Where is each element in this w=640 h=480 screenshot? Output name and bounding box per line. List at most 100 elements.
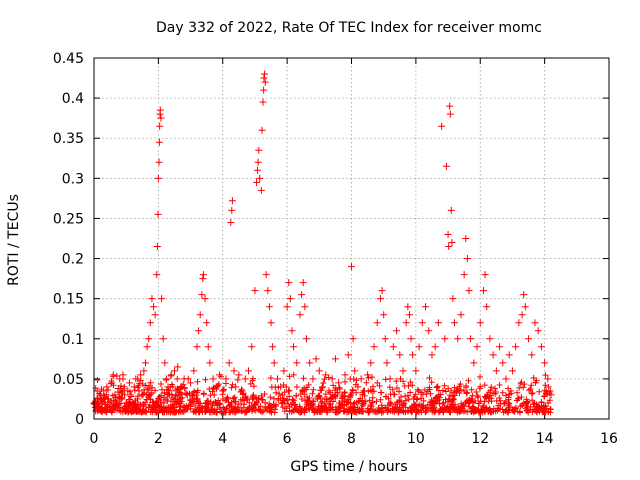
data-point (133, 395, 141, 403)
noise-point (385, 407, 392, 414)
data-point (269, 343, 277, 351)
data-point (322, 371, 330, 379)
noise-point (200, 390, 207, 397)
noise-point (353, 399, 360, 406)
data-point (180, 375, 188, 383)
noise-point (220, 386, 227, 393)
data-point (525, 335, 533, 343)
noise-point (472, 397, 479, 404)
data-point (261, 70, 269, 78)
data-point (245, 367, 252, 375)
noise-point (173, 401, 180, 408)
noise-point (233, 406, 240, 413)
noise-point (451, 384, 458, 391)
noise-point (411, 401, 418, 408)
noise-point (397, 393, 404, 400)
noise-point (547, 387, 554, 394)
noise-point (496, 395, 503, 402)
data-point (104, 395, 112, 403)
data-point (393, 327, 401, 335)
noise-point (477, 373, 484, 380)
data-point (148, 295, 156, 303)
noise-point (213, 409, 220, 416)
noise-point (534, 404, 541, 411)
noise-point (158, 392, 165, 399)
noise-point (526, 387, 533, 394)
noise-point (520, 384, 527, 391)
data-point (470, 359, 478, 367)
noise-point (528, 382, 535, 389)
noise-point (303, 393, 310, 400)
noise-point (121, 383, 128, 390)
noise-point (541, 393, 548, 400)
noise-point (515, 395, 522, 402)
noise-point (318, 403, 325, 410)
noise-point (318, 387, 325, 394)
data-point (457, 311, 465, 319)
noise-point (527, 406, 534, 413)
data-point (283, 303, 291, 311)
data-point (293, 359, 301, 367)
data-point (172, 387, 180, 395)
data-point (447, 206, 455, 214)
data-point (257, 186, 265, 194)
noise-point (437, 391, 444, 398)
noise-point (137, 409, 144, 416)
data-point (142, 359, 149, 367)
data-point (256, 174, 264, 182)
noise-point (369, 394, 376, 401)
noise-point (476, 400, 483, 407)
data-point (116, 375, 124, 383)
noise-point (298, 407, 305, 414)
noise-point (216, 401, 223, 408)
noise-point (330, 382, 337, 389)
data-point (444, 230, 452, 238)
noise-point (499, 389, 506, 396)
noise-point (190, 389, 197, 396)
data-point (254, 166, 262, 174)
noise-point (311, 407, 318, 414)
noise-point (297, 391, 304, 398)
noise-point (505, 409, 512, 416)
data-point (251, 287, 259, 295)
data-point (492, 367, 500, 375)
noise-point (234, 376, 241, 383)
data-point (228, 197, 236, 205)
noise-point (136, 408, 143, 415)
noise-point (491, 385, 498, 392)
data-point (264, 287, 272, 295)
noise-point (177, 386, 184, 393)
noise-point (487, 409, 494, 416)
data-point (428, 351, 436, 359)
noise-point (349, 386, 356, 393)
data-point (199, 275, 207, 283)
data-point (508, 367, 516, 375)
noise-point (187, 397, 194, 404)
data-point (96, 391, 104, 399)
noise-point (308, 401, 315, 408)
data-point (153, 243, 161, 251)
data-point (265, 303, 273, 311)
noise-point (240, 404, 247, 411)
noise-point (300, 375, 307, 382)
noise-point (523, 404, 530, 411)
x-tick-label: 2 (154, 431, 163, 447)
noise-point (148, 389, 155, 396)
data-point (261, 78, 269, 86)
data-point (425, 327, 433, 335)
data-point (537, 343, 545, 351)
noise-point (469, 404, 476, 411)
noise-point (144, 387, 151, 394)
noise-point (484, 392, 491, 399)
noise-point (353, 389, 360, 396)
data-point (166, 391, 174, 399)
noise-point (373, 398, 380, 405)
data-point (407, 335, 415, 343)
y-tick-label: 0.2 (62, 252, 84, 268)
data-point (476, 319, 484, 327)
noise-point (221, 406, 228, 413)
noise-point (527, 386, 534, 393)
noise-point (492, 390, 499, 397)
noise-point (177, 395, 184, 402)
noise-point (267, 394, 274, 401)
